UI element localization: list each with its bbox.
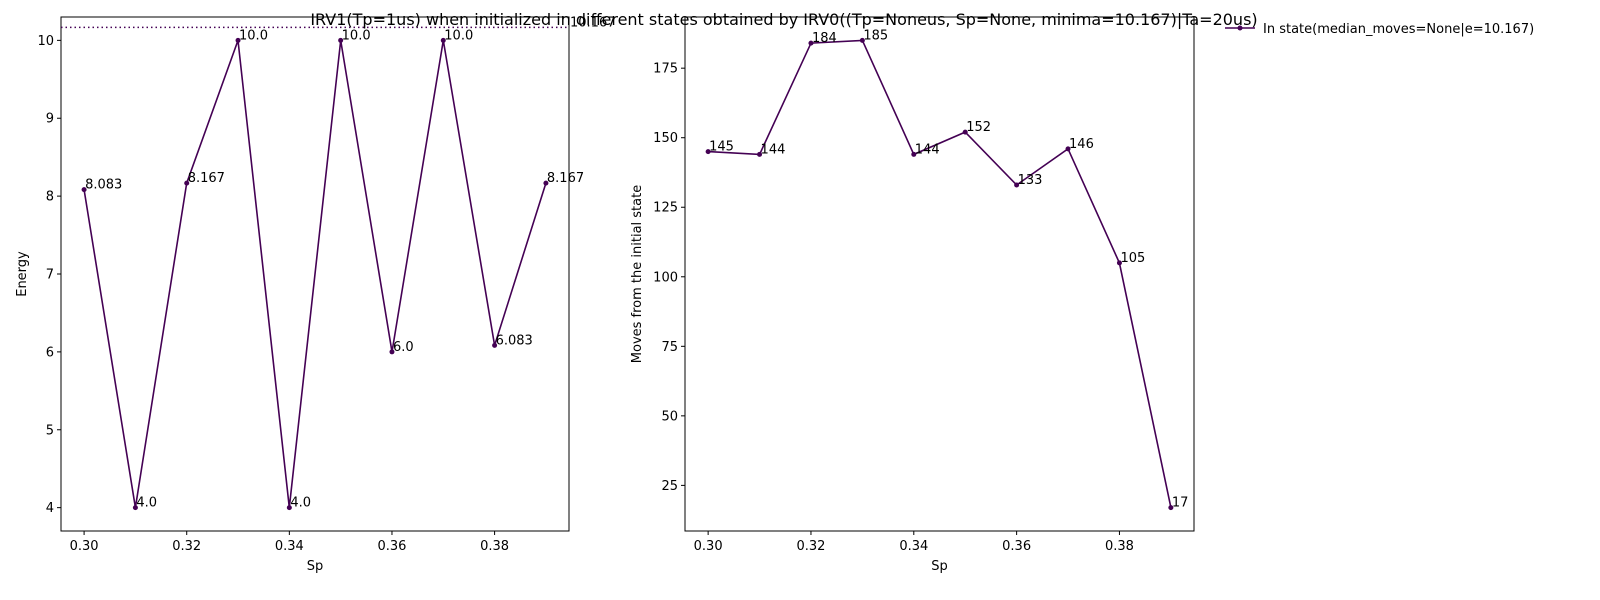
moves-data-point <box>808 40 814 46</box>
energy-data-labels: 8.083 4.0 8.167 10.0 4.0 10.0 6.0 10.0 6.083 8.16… <box>85 28 584 510</box>
moves-data-labels: 145 144 184 185 144 152 133 146 105 17 <box>709 28 1188 510</box>
moves-data-label: 133 <box>1018 173 1043 188</box>
energy-y-tick-label: 4 <box>46 501 54 516</box>
moves-data-label: 105 <box>1120 251 1145 266</box>
legend: In state(median_moves=None|e=10.167) <box>1225 22 1534 37</box>
moves-data-label: 17 <box>1172 496 1189 511</box>
energy-x-ticks: 0.30 0.32 0.34 0.36 0.38 <box>70 531 509 554</box>
moves-series-points <box>705 37 1174 511</box>
moves-data-point <box>1065 146 1071 152</box>
energy-y-tick-label: 9 <box>46 112 54 127</box>
moves-data-label: 185 <box>863 28 888 43</box>
moves-y-tick-label: 175 <box>653 62 678 77</box>
energy-y-tick-label: 6 <box>46 345 54 360</box>
moves-y-axis-label: Moves from the initial state <box>630 185 645 363</box>
moves-y-tick-label: 75 <box>661 340 678 355</box>
energy-data-label: 8.167 <box>188 171 225 186</box>
energy-chart: 10.167 0.30 0.32 0.34 0.36 0.38 4 5 6 7 8 9 10 8.0… <box>15 15 616 574</box>
moves-data-point <box>911 151 917 157</box>
moves-data-label: 144 <box>761 142 786 157</box>
energy-x-tick-label: 0.30 <box>70 539 99 554</box>
energy-data-point <box>184 180 190 186</box>
energy-x-tick-label: 0.34 <box>275 539 304 554</box>
energy-y-tick-label: 7 <box>46 268 54 283</box>
legend-marker-swatch <box>1237 25 1243 31</box>
energy-data-point <box>492 342 498 348</box>
moves-chart: 0.30 0.32 0.34 0.36 0.38 255075100125150175 … <box>630 16 1195 574</box>
energy-data-point <box>543 180 549 186</box>
energy-x-axis-label: Sp <box>307 559 324 574</box>
energy-y-axis-label: Energy <box>15 251 30 297</box>
moves-series-line <box>708 39 1172 508</box>
energy-data-point <box>81 187 87 193</box>
moves-data-label: 184 <box>812 31 837 46</box>
energy-data-point <box>286 505 292 511</box>
moves-y-tick-label: 25 <box>661 479 678 494</box>
energy-data-point <box>235 37 241 43</box>
energy-data-label: 10.0 <box>239 28 268 43</box>
moves-x-axis-label: Sp <box>931 559 948 574</box>
moves-x-tick-label: 0.36 <box>1002 539 1031 554</box>
energy-data-label: 10.0 <box>342 28 371 43</box>
energy-x-tick-label: 0.36 <box>377 539 406 554</box>
energy-x-tick-label: 0.32 <box>172 539 201 554</box>
energy-series-line <box>83 40 547 508</box>
moves-y-ticks: 25 50 75 100 125 150 175 <box>653 62 685 494</box>
moves-y-tick-label: 100 <box>653 270 678 285</box>
moves-y-tick-label: 125 <box>653 201 678 216</box>
moves-data-point <box>1014 182 1020 188</box>
energy-y-tick-label: 8 <box>46 190 54 205</box>
energy-data-label: 8.083 <box>85 178 122 193</box>
energy-x-tick-label: 0.38 <box>480 539 509 554</box>
moves-x-ticks: 0.30 0.32 0.34 0.36 0.38 <box>694 531 1134 554</box>
moves-data-label: 145 <box>709 140 734 155</box>
moves-data-label: 144 <box>915 142 940 157</box>
energy-y-tick-label: 5 <box>46 423 54 438</box>
energy-data-point <box>440 37 446 43</box>
energy-data-label: 10.0 <box>444 28 473 43</box>
energy-data-point <box>132 505 138 511</box>
moves-x-tick-label: 0.34 <box>899 539 928 554</box>
energy-y-ticks: 4 5 6 7 8 9 10 <box>37 34 61 516</box>
moves-x-tick-label: 0.30 <box>694 539 723 554</box>
legend-label: In state(median_moves=None|e=10.167) <box>1263 22 1534 37</box>
energy-data-point <box>338 37 344 43</box>
energy-data-label: 8.167 <box>547 171 584 186</box>
moves-data-point <box>1168 505 1174 511</box>
moves-data-point <box>962 129 968 135</box>
energy-series-points <box>81 37 549 511</box>
minima-reference-label: 10.167 <box>570 15 616 30</box>
energy-data-label: 6.083 <box>496 333 533 348</box>
energy-y-tick-label: 10 <box>37 34 54 49</box>
moves-plot-frame <box>684 16 1195 532</box>
moves-data-point <box>705 149 711 155</box>
moves-data-label: 146 <box>1069 137 1094 152</box>
energy-data-point <box>389 349 395 355</box>
moves-x-tick-label: 0.32 <box>796 539 825 554</box>
moves-x-tick-label: 0.38 <box>1105 539 1134 554</box>
energy-data-label: 6.0 <box>393 340 414 355</box>
moves-data-point <box>757 151 763 157</box>
moves-y-tick-label: 50 <box>661 409 678 424</box>
moves-y-tick-label: 150 <box>653 131 678 146</box>
moves-data-point <box>859 37 865 43</box>
moves-data-label: 152 <box>966 120 991 135</box>
energy-data-label: 4.0 <box>290 496 311 511</box>
moves-data-point <box>1116 260 1122 266</box>
energy-data-label: 4.0 <box>136 496 157 511</box>
figure-title: IRV1(Tp=1us) when initialized in differe… <box>310 10 1257 29</box>
